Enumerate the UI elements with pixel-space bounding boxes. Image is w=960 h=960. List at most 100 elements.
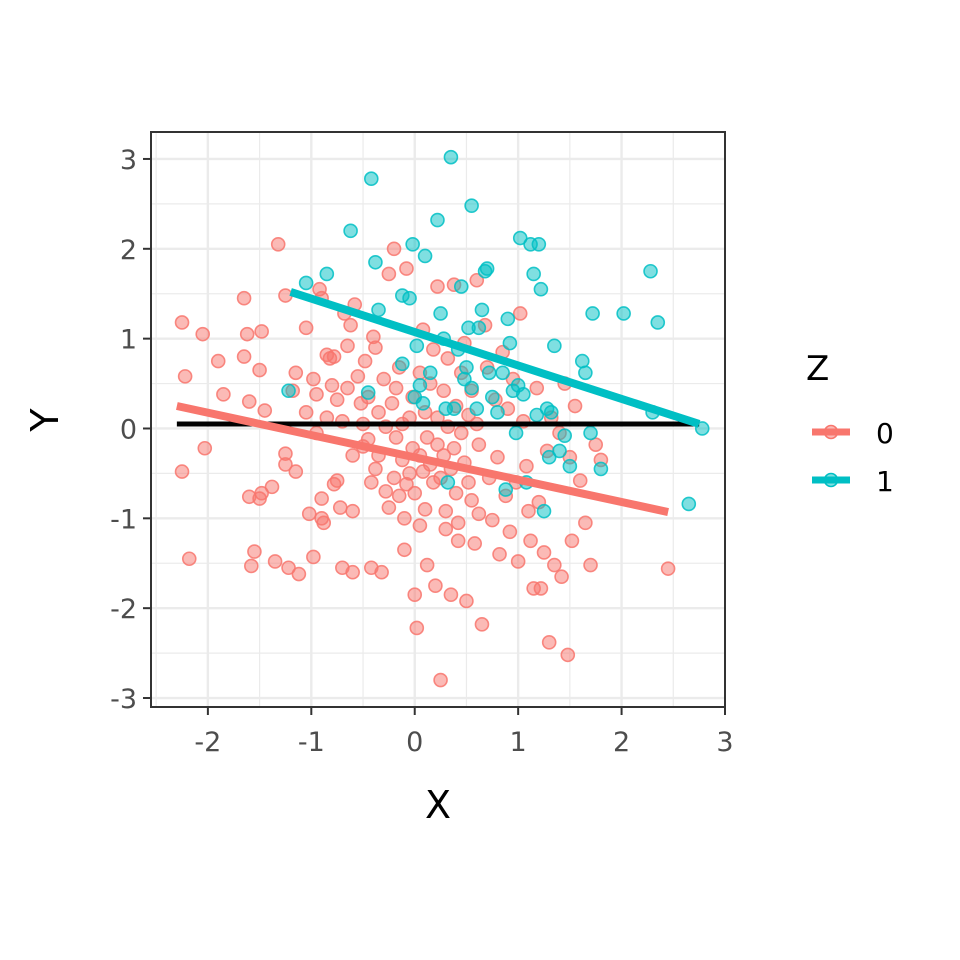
data-point-z0 xyxy=(254,324,269,339)
data-point-z1 xyxy=(402,290,417,306)
legend: Z 01 xyxy=(806,349,894,498)
data-point-z0 xyxy=(510,554,526,569)
data-point-z0 xyxy=(430,437,445,452)
data-point-z0 xyxy=(241,394,257,409)
data-point-z0 xyxy=(453,425,469,441)
data-point-z0 xyxy=(412,518,428,533)
data-point-z0 xyxy=(291,566,307,582)
data-point-z0 xyxy=(332,500,348,515)
data-point-z1 xyxy=(453,279,469,294)
data-point-z0 xyxy=(583,557,598,573)
data-point-z0 xyxy=(345,564,360,580)
data-point-z1 xyxy=(433,306,448,321)
data-point-z0 xyxy=(512,306,528,321)
data-point-z0 xyxy=(433,672,448,688)
data-point-z1 xyxy=(502,335,518,351)
data-point-z0 xyxy=(399,261,414,276)
data-point-z0 xyxy=(438,503,454,519)
x-axis-title: X xyxy=(425,783,451,827)
data-point-z0 xyxy=(467,536,483,551)
data-point-z1 xyxy=(533,281,549,297)
data-point-z0 xyxy=(301,506,317,522)
data-point-z0 xyxy=(536,545,552,560)
legend-title: Z xyxy=(806,349,829,389)
data-point-z0 xyxy=(471,437,487,452)
x-axis: -2 -1 0 1 2 3 xyxy=(194,707,734,758)
data-point-z0 xyxy=(340,338,355,354)
data-point-z1 xyxy=(464,380,479,396)
x-tick-label: 1 xyxy=(510,727,527,758)
trend-line-z0 xyxy=(176,402,669,516)
data-point-z1 xyxy=(395,356,410,372)
data-point-z0 xyxy=(402,466,417,481)
data-point-z0 xyxy=(244,558,259,574)
data-point-z0 xyxy=(469,272,485,288)
data-point-z0 xyxy=(428,578,443,594)
data-point-z0 xyxy=(461,475,476,490)
data-point-z0 xyxy=(523,533,538,549)
legend-key-point xyxy=(823,472,839,488)
data-point-z1 xyxy=(363,171,379,187)
data-point-z0 xyxy=(529,380,545,396)
legend-label: 0 xyxy=(876,417,894,450)
y-axis-title: Y xyxy=(23,408,67,433)
data-point-z1 xyxy=(616,306,631,321)
data-point-z0 xyxy=(450,533,466,549)
data-point-z0 xyxy=(371,405,386,420)
data-point-z0 xyxy=(474,617,490,632)
data-point-z0 xyxy=(378,484,394,499)
data-point-z0 xyxy=(174,464,190,479)
data-point-z0 xyxy=(459,593,474,609)
data-point-z1 xyxy=(412,378,428,393)
data-point-z0 xyxy=(345,448,360,463)
data-point-z0 xyxy=(281,560,296,576)
data-point-z0 xyxy=(340,380,355,396)
data-point-z1 xyxy=(541,449,557,465)
data-point-z1 xyxy=(650,315,666,330)
data-point-z1 xyxy=(547,338,562,354)
data-point-z0 xyxy=(417,502,433,517)
data-point-z0 xyxy=(264,479,280,495)
data-point-z1 xyxy=(585,306,600,321)
data-point-z1 xyxy=(464,198,479,213)
data-point-z0 xyxy=(195,326,211,342)
data-point-z0 xyxy=(407,485,423,501)
y-axis: -3 -2 -1 0 1 2 3 xyxy=(110,145,151,715)
y-tick-label: 3 xyxy=(120,145,137,176)
data-point-z0 xyxy=(350,369,366,384)
data-point-z0 xyxy=(450,515,466,531)
data-point-z1 xyxy=(643,263,658,279)
y-tick-label: -2 xyxy=(110,594,137,625)
data-point-z0 xyxy=(564,533,580,549)
data-point-z1 xyxy=(368,254,383,270)
data-point-z0 xyxy=(381,500,397,515)
x-tick-label: -2 xyxy=(194,727,221,758)
data-point-z0 xyxy=(314,491,329,506)
data-point-z0 xyxy=(547,557,562,573)
data-point-z0 xyxy=(419,557,435,573)
data-point-z1 xyxy=(298,275,314,291)
data-point-z0 xyxy=(391,488,407,504)
panel-border xyxy=(150,131,726,708)
data-point-z0 xyxy=(407,587,423,602)
x-tick-label: -1 xyxy=(298,727,325,758)
data-point-z1 xyxy=(543,405,559,420)
data-point-z0 xyxy=(578,515,593,531)
data-point-z0 xyxy=(440,351,456,366)
data-point-z1 xyxy=(512,230,528,246)
data-point-z0 xyxy=(471,506,487,522)
y-tick-label: -1 xyxy=(110,504,137,535)
data-point-z1 xyxy=(440,475,456,490)
data-point-z1 xyxy=(319,266,335,282)
data-point-z0 xyxy=(252,491,267,506)
data-point-z0 xyxy=(357,353,373,369)
data-point-z1 xyxy=(469,401,485,417)
data-point-z0 xyxy=(278,457,293,472)
x-tick-label: 3 xyxy=(716,727,733,758)
data-point-z1 xyxy=(422,365,438,381)
data-point-z0 xyxy=(197,440,213,456)
data-point-z0 xyxy=(464,493,479,508)
data-point-z0 xyxy=(490,449,505,465)
y-tick-label: 0 xyxy=(120,414,137,445)
